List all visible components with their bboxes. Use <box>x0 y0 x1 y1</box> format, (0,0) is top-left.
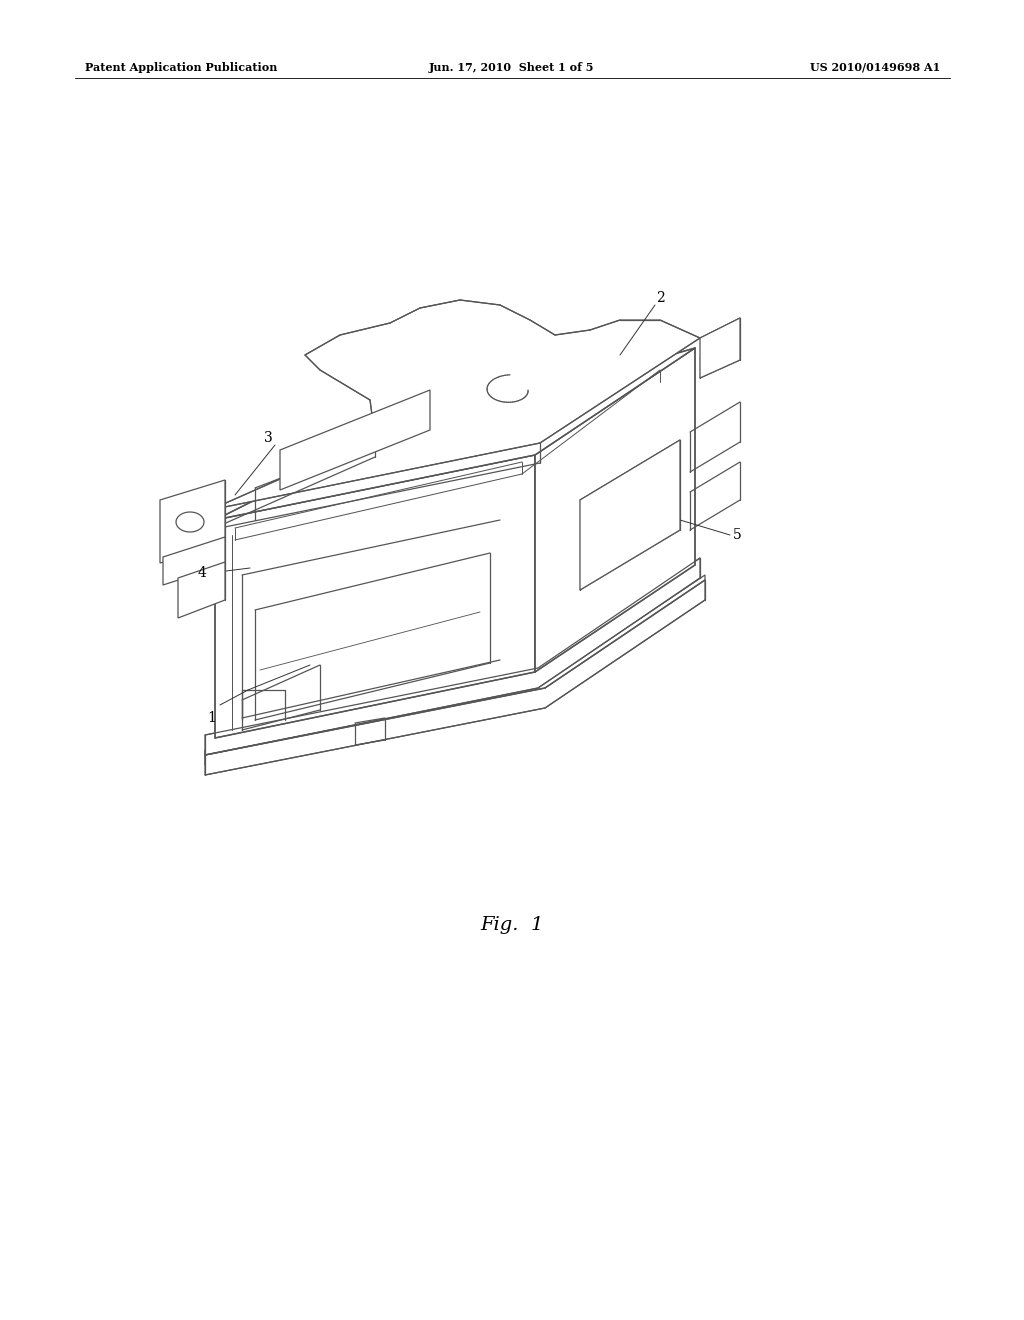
Text: Jun. 17, 2010  Sheet 1 of 5: Jun. 17, 2010 Sheet 1 of 5 <box>429 62 595 73</box>
Text: 1: 1 <box>208 711 216 725</box>
Polygon shape <box>176 512 204 532</box>
Polygon shape <box>178 562 225 618</box>
Polygon shape <box>535 348 695 672</box>
Polygon shape <box>700 318 740 378</box>
Polygon shape <box>205 579 705 775</box>
Text: 3: 3 <box>263 432 272 445</box>
Polygon shape <box>210 300 700 510</box>
Polygon shape <box>205 558 700 755</box>
Text: 5: 5 <box>732 528 741 543</box>
Text: US 2010/0149698 A1: US 2010/0149698 A1 <box>810 62 940 73</box>
Text: 2: 2 <box>655 290 665 305</box>
Polygon shape <box>163 537 225 585</box>
Polygon shape <box>215 455 535 738</box>
Text: Fig.  1: Fig. 1 <box>480 916 544 935</box>
Polygon shape <box>215 348 695 520</box>
Polygon shape <box>205 576 705 766</box>
Text: Patent Application Publication: Patent Application Publication <box>85 62 278 73</box>
Polygon shape <box>580 440 680 590</box>
Polygon shape <box>280 389 430 490</box>
Polygon shape <box>160 480 225 564</box>
Text: 4: 4 <box>198 566 207 579</box>
